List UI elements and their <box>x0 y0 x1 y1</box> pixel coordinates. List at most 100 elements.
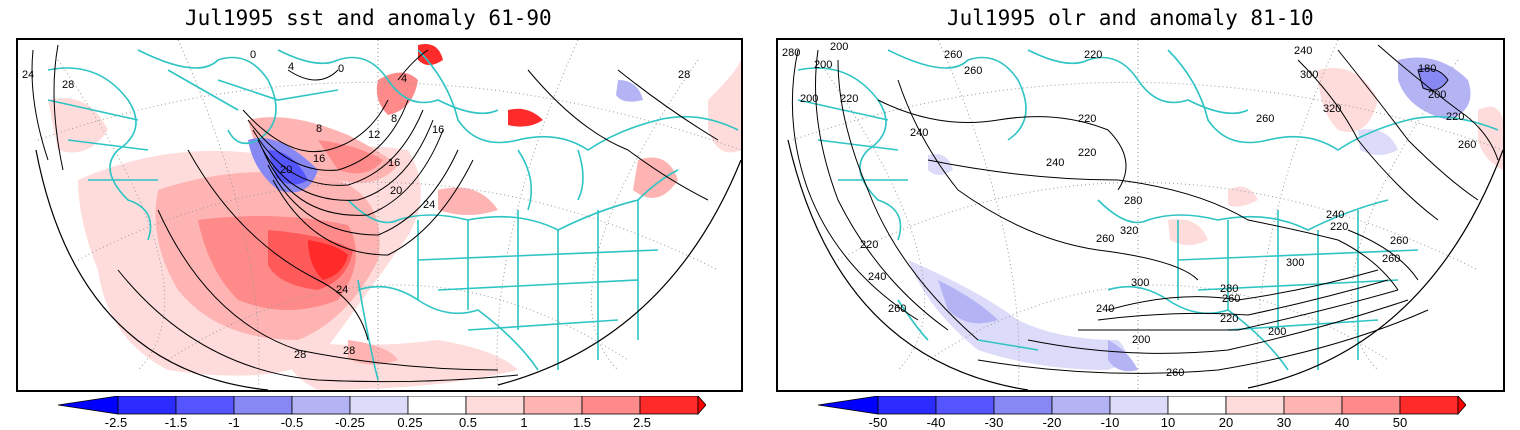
sst-contour-label: 16 <box>432 124 444 136</box>
sst-anomaly-shading <box>48 44 741 390</box>
olr-colorbar-cell <box>1341 396 1401 415</box>
olr-colorbar-cell <box>1225 396 1285 415</box>
olr-colorbar: -50 -40 -30 -20 -10 10 20 30 40 50 <box>818 396 1466 428</box>
olr-contour-label: 240 <box>1046 157 1064 169</box>
olr-colorbar-cell <box>877 396 937 415</box>
olr-contour-label: 200 <box>800 93 818 105</box>
sst-colorbar-tick: -0.25 <box>335 415 365 428</box>
olr-contour-label: 260 <box>1222 293 1240 305</box>
sst-contour-label: 8 <box>316 123 322 135</box>
sst-contour-label: 24 <box>336 284 348 296</box>
sst-map-panel: 24 28 0 0 4 4 8 8 12 16 16 16 20 20 24 2… <box>16 38 743 392</box>
sst-colorbar-tick: 1 <box>520 415 527 428</box>
sst-contour-label: 20 <box>280 164 292 176</box>
olr-contour-label: 200 <box>1268 326 1286 338</box>
sst-contour-label: 8 <box>391 113 397 125</box>
sst-contour-label: 28 <box>678 69 690 81</box>
sst-contour-label: 16 <box>388 157 400 169</box>
olr-colorbar-tick: -50 <box>869 415 888 428</box>
olr-colorbar-tick: -20 <box>1043 415 1062 428</box>
olr-colorbar-right-arrow <box>1457 396 1466 416</box>
olr-colorbar-cell <box>1167 396 1227 415</box>
sst-colorbar-cell <box>465 396 525 415</box>
olr-map-boundary <box>787 139 1503 390</box>
olr-contour-label: 260 <box>1458 139 1476 151</box>
olr-contour-labels: 280 200 200 200 220 260 260 220 240 300 … <box>782 41 1476 379</box>
olr-colorbar-tick: 20 <box>1219 415 1233 428</box>
sst-contour-label: 16 <box>313 153 325 165</box>
olr-contour-label: 220 <box>1446 111 1464 123</box>
sst-contour-label: 28 <box>343 345 355 357</box>
sst-map-boundary <box>35 149 741 390</box>
olr-anomaly-shading <box>908 57 1503 372</box>
sst-colorbar-cell <box>523 396 583 415</box>
sst-contour-label: 28 <box>294 349 306 361</box>
sst-colorbar-cell <box>581 396 641 415</box>
sst-colorbar: -2.5 -1.5 -1 -0.5 -0.25 0.25 0.5 1 1.5 2… <box>58 396 706 428</box>
sst-contour-label: 24 <box>22 69 34 81</box>
olr-map: 280 200 200 200 220 260 260 220 240 300 … <box>782 40 1503 390</box>
olr-contour-label: 260 <box>1096 233 1114 245</box>
sst-contour-label: 0 <box>250 49 256 61</box>
olr-colorbar-tick: -40 <box>927 415 946 428</box>
olr-colorbar-cell <box>993 396 1053 415</box>
olr-contour-label: 200 <box>1132 334 1150 346</box>
olr-contour-label: 280 <box>782 47 800 59</box>
olr-contour-label: 260 <box>1390 235 1408 247</box>
sst-colorbar-cell <box>291 396 351 415</box>
olr-contour-label: 220 <box>1078 147 1096 159</box>
olr-colorbar-cell <box>1399 396 1459 415</box>
olr-contour-label: 300 <box>1300 69 1318 81</box>
sst-colorbar-cell <box>233 396 293 415</box>
sst-contour-label: 28 <box>62 79 74 91</box>
olr-contour-label: 240 <box>1294 45 1312 57</box>
olr-colorbar-cell <box>1109 396 1169 415</box>
sst-contour-labels: 24 28 0 0 4 4 8 8 12 16 16 16 20 20 24 2… <box>22 49 690 361</box>
sst-colorbar-tick: 0.25 <box>397 415 422 428</box>
sst-contour-label: 24 <box>423 199 435 211</box>
olr-contour-label: 260 <box>888 303 906 315</box>
olr-colorbar-tick: 50 <box>1393 415 1407 428</box>
olr-contour-label: 220 <box>1220 313 1238 325</box>
sst-colorbar-tick: -0.5 <box>281 415 303 428</box>
olr-contour-label: 220 <box>860 239 878 251</box>
olr-contours <box>791 44 1499 374</box>
olr-contour-label: 200 <box>814 59 832 71</box>
sst-contour-label: 4 <box>401 73 407 85</box>
olr-colorbar-cell <box>1051 396 1111 415</box>
sst-colorbar-right-arrow <box>697 396 706 416</box>
olr-colorbar-tick: 40 <box>1335 415 1349 428</box>
olr-colorbar-tick: -30 <box>985 415 1004 428</box>
sst-colorbar-cell <box>349 396 409 415</box>
olr-graticule <box>792 40 1503 390</box>
olr-contour-label: 300 <box>1131 277 1149 289</box>
sst-colorbar-left-arrow <box>58 396 119 415</box>
olr-contour-label: 240 <box>910 127 928 139</box>
sst-contour-label: 20 <box>390 185 402 197</box>
olr-contour-label: 220 <box>1078 113 1096 125</box>
olr-contour-label: 220 <box>1330 221 1348 233</box>
sst-colorbar-tick: -2.5 <box>105 415 127 428</box>
sst-colorbar-tick: -1 <box>228 415 240 428</box>
olr-colorbar-tick: -10 <box>1101 415 1120 428</box>
olr-contour-label: 260 <box>964 65 982 77</box>
olr-contour-label: 220 <box>840 93 858 105</box>
sst-colorbar-cell <box>175 396 235 415</box>
sst-colorbar-tick: 0.5 <box>459 415 477 428</box>
sst-colorbar-cell <box>407 396 467 415</box>
sst-colorbar-tick: 1.5 <box>573 415 591 428</box>
olr-contour-label: 260 <box>944 49 962 61</box>
olr-contour-label: 220 <box>1084 49 1102 61</box>
sst-panel-title: Jul1995 sst and anomaly 61-90 <box>185 6 552 30</box>
sst-contour-label: 12 <box>368 129 380 141</box>
olr-colorbar-cell <box>935 396 995 415</box>
sst-map: 24 28 0 0 4 4 8 8 12 16 16 16 20 20 24 2… <box>22 40 741 390</box>
olr-contour-label: 300 <box>1286 257 1304 269</box>
sst-colorbar-cell <box>639 396 699 415</box>
olr-contour-label: 320 <box>1323 103 1341 115</box>
olr-contour-label: 200 <box>1428 89 1446 101</box>
sst-contour-label: 0 <box>338 63 344 75</box>
olr-colorbar-tick: 30 <box>1277 415 1291 428</box>
olr-contour-label: 280 <box>1220 283 1238 295</box>
sst-colorbar-tick: -1.5 <box>165 415 187 428</box>
